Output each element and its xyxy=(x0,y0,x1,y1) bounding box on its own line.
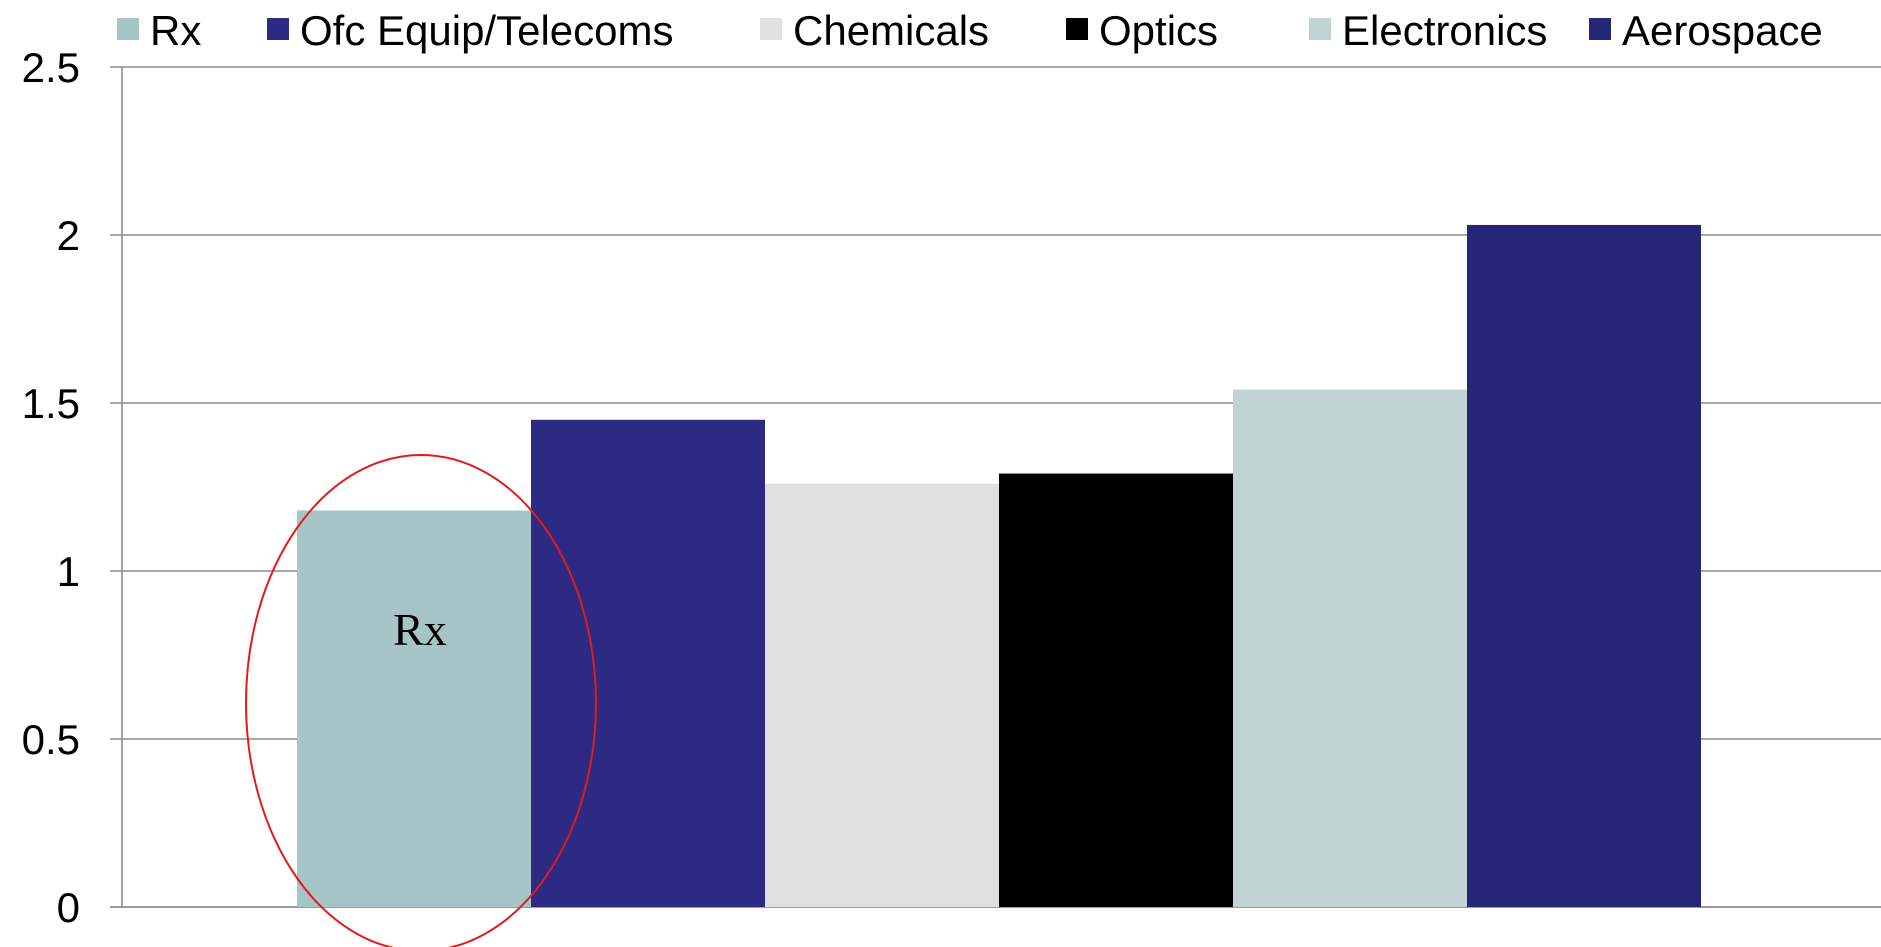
y-tick-label: 2.5 xyxy=(22,44,80,91)
bar-chemicals xyxy=(765,483,999,907)
annotation-ellipse xyxy=(245,454,597,947)
legend-label: Electronics xyxy=(1342,7,1547,54)
y-tick-label: 0.5 xyxy=(22,716,80,763)
bar-aerospace xyxy=(1467,224,1701,908)
legend-swatch xyxy=(1309,18,1331,40)
annotations: Rx xyxy=(245,454,597,947)
bar-electronics xyxy=(1233,389,1467,907)
legend-label: Ofc Equip/Telecoms xyxy=(300,7,674,54)
legend-label: Aerospace xyxy=(1622,7,1823,54)
y-tick-label: 1.5 xyxy=(22,380,80,427)
legend-swatch xyxy=(1066,18,1088,40)
legend-swatch xyxy=(267,18,289,40)
legend-label: Rx xyxy=(150,7,201,54)
legend-swatch xyxy=(760,18,782,40)
bar-rx xyxy=(297,510,531,907)
bar-ofc-equip-telecoms xyxy=(531,419,765,907)
legend: Rx Ofc Equip/Telecoms Chemicals Optics Elect… xyxy=(117,7,1823,54)
legend-swatch xyxy=(117,18,139,40)
bars xyxy=(297,224,1701,908)
legend-swatch xyxy=(1589,18,1611,40)
y-tick-label: 2 xyxy=(57,212,80,259)
legend-label: Optics xyxy=(1099,7,1218,54)
legend-label: Chemicals xyxy=(793,7,989,54)
bar-optics xyxy=(999,473,1233,907)
annotation-label: Rx xyxy=(393,604,447,655)
y-tick-label: 0 xyxy=(57,884,80,931)
y-tick-labels: 0 0.5 1 1.5 2 2.5 xyxy=(22,44,80,931)
y-tick-label: 1 xyxy=(57,548,80,595)
